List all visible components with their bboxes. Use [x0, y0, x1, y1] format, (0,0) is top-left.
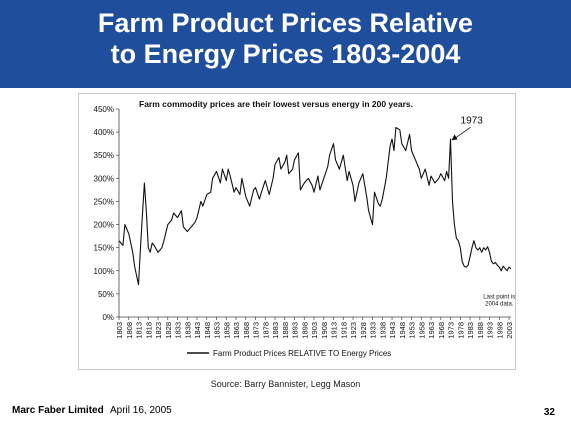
x-tick-label: 1893 [291, 322, 300, 339]
line-chart: Farm commodity prices are their lowest v… [94, 99, 515, 358]
legend-label: Farm Product Prices RELATIVE TO Energy P… [213, 349, 391, 358]
x-tick-label: 1808 [125, 322, 134, 339]
x-tick-label: 1818 [144, 322, 153, 339]
x-tick-label: 1983 [466, 322, 475, 339]
annotation-arrow-line [453, 127, 471, 140]
slide-title-line1: Farm Product Prices Relative [97, 8, 474, 38]
page-number: 32 [543, 407, 555, 418]
x-tick-label: 1863 [232, 322, 241, 339]
x-tick-label: 1993 [486, 322, 495, 339]
chart-frame: Farm commodity prices are their lowest v… [78, 93, 516, 370]
annotation-last-point-date: 2004 data. [485, 301, 514, 307]
x-tick-label: 1958 [417, 322, 426, 339]
title-banner: Farm Product Prices Relative to Energy P… [0, 0, 571, 88]
x-tick-label: 1843 [193, 322, 202, 339]
x-tick-label: 1988 [476, 322, 485, 339]
x-tick-label: 1928 [359, 322, 368, 339]
y-tick-label: 400% [94, 128, 114, 137]
x-tick-label: 1968 [437, 322, 446, 339]
x-tick-label: 1873 [252, 322, 261, 339]
x-tick-label: 1868 [242, 322, 251, 339]
y-tick-label: 0% [102, 313, 114, 322]
x-tick-label: 1858 [222, 322, 231, 339]
y-tick-label: 50% [98, 290, 114, 299]
x-tick-label: 1953 [408, 322, 417, 339]
slide-title-line2: to Energy Prices 1803-2004 [110, 39, 461, 69]
y-tick-label: 300% [94, 174, 114, 183]
source-note: Source: Barry Bannister, Legg Mason [210, 379, 361, 389]
y-tick-label: 350% [94, 151, 114, 160]
y-tick-label: 100% [94, 267, 114, 276]
x-tick-label: 1838 [183, 322, 192, 339]
x-tick-label: 1973 [447, 322, 456, 339]
x-tick-label: 1948 [398, 322, 407, 339]
x-tick-label: 1803 [115, 322, 124, 339]
x-tick-label: 1918 [339, 322, 348, 339]
x-tick-label: 1833 [174, 322, 183, 339]
series-line [118, 126, 512, 286]
footer-date: April 16, 2005 [110, 405, 172, 416]
footer-company: Marc Faber Limited [12, 405, 104, 416]
x-tick-label: 1853 [213, 322, 222, 339]
y-tick-label: 250% [94, 197, 114, 206]
x-tick-label: 1998 [495, 322, 504, 339]
y-tick-label: 450% [94, 105, 114, 114]
x-tick-label: 1933 [369, 322, 378, 339]
annotation-last-point: Last point is [483, 295, 515, 301]
x-tick-label: 1938 [378, 322, 387, 339]
chart-title: Farm commodity prices are their lowest v… [139, 99, 413, 109]
x-tick-label: 1883 [271, 322, 280, 339]
x-tick-label: 1943 [388, 322, 397, 339]
x-tick-label: 1898 [300, 322, 309, 339]
x-tick-label: 1813 [135, 322, 144, 339]
x-tick-label: 1908 [320, 322, 329, 339]
x-tick-label: 2003 [505, 322, 514, 339]
x-tick-label: 1923 [349, 322, 358, 339]
x-tick-label: 1888 [281, 322, 290, 339]
x-tick-label: 1878 [261, 322, 270, 339]
annotation-1973: 1973 [461, 115, 484, 126]
y-tick-label: 200% [94, 221, 114, 230]
x-tick-label: 1963 [427, 322, 436, 339]
x-tick-label: 1848 [203, 322, 212, 339]
x-tick-label: 1823 [154, 322, 163, 339]
x-tick-label: 1913 [330, 322, 339, 339]
x-tick-label: 1978 [456, 322, 465, 339]
annotation-arrow-head [451, 134, 458, 141]
y-tick-label: 150% [94, 244, 114, 253]
x-tick-label: 1828 [164, 322, 173, 339]
x-tick-label: 1903 [310, 322, 319, 339]
